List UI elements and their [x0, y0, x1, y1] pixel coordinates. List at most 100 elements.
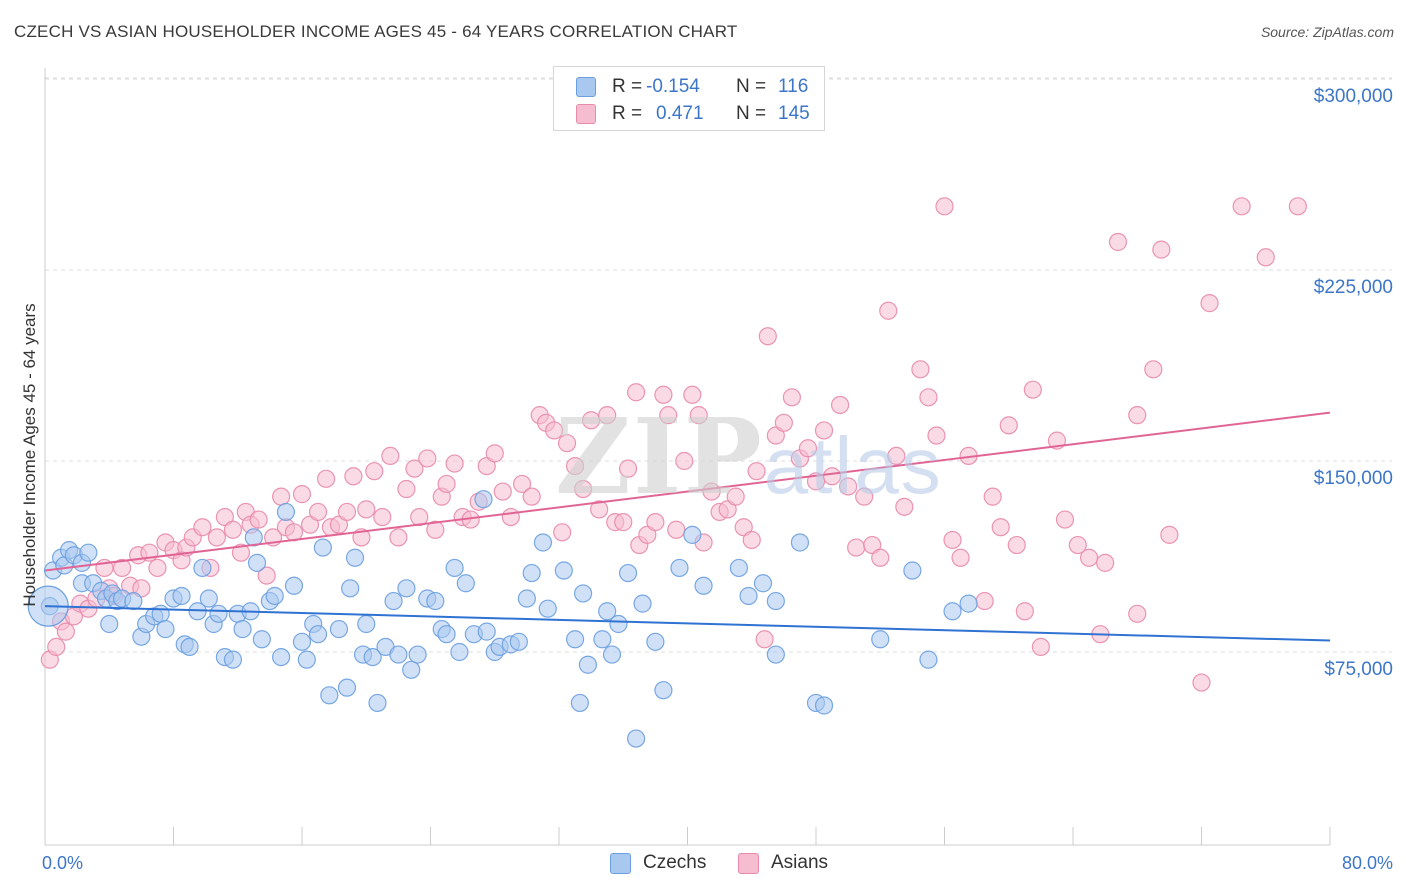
czech-point [223, 650, 243, 669]
y-tick-label-300000: $300,000 [1313, 86, 1393, 107]
asian-point [357, 500, 376, 519]
czech-point [172, 586, 191, 606]
y-tick-label-225000: $225,000 [1313, 277, 1393, 298]
asian-point [887, 446, 906, 466]
asian-point [919, 388, 938, 407]
asian-point [381, 446, 400, 466]
czech-point [402, 660, 421, 679]
legend-item-czechs[interactable]: Czechs [610, 852, 706, 874]
asian-point [590, 500, 609, 519]
asian-point [257, 566, 276, 585]
czech-point [341, 579, 360, 598]
x-tick-label-max: 80.0% [1341, 853, 1393, 873]
asian-point [855, 487, 874, 506]
czech-point [276, 502, 296, 522]
asian-point [405, 459, 424, 478]
asian-point [1031, 637, 1050, 657]
asian-point [308, 502, 328, 522]
czech-point [247, 553, 267, 572]
asian-point [747, 462, 766, 481]
asian-point [654, 385, 673, 404]
asian-point [975, 591, 994, 611]
asian-point [148, 558, 167, 578]
y-tick-label-75000: $75,000 [1324, 659, 1393, 680]
asian-point [999, 416, 1018, 435]
asian-point [389, 528, 408, 547]
czech-point [79, 543, 98, 562]
czech-point [397, 579, 416, 598]
asian-point [112, 558, 132, 578]
asian-point [272, 487, 291, 506]
asian-point [830, 395, 850, 415]
asian-point [1096, 553, 1115, 572]
asian-point [1128, 406, 1147, 425]
czech-point [903, 561, 922, 580]
asian-point [614, 513, 633, 532]
czech-point [729, 558, 749, 578]
czech-point [578, 655, 598, 674]
czech-point [265, 586, 284, 606]
asian-point [557, 434, 577, 453]
asian-point [659, 406, 678, 425]
r-value: 0.471 [656, 103, 704, 124]
asian-point [675, 451, 694, 471]
asian-point [1152, 240, 1171, 259]
czech-point [919, 650, 938, 669]
asian-point [1144, 360, 1163, 379]
trend-lines [44, 411, 1331, 642]
asian-point [782, 388, 802, 407]
czech-point [156, 619, 175, 639]
stats-legend-row-asians: R = 0.471 N = 145 [576, 102, 818, 126]
r-value: -0.154 [646, 76, 700, 97]
n-value: 145 [778, 103, 810, 124]
czech-point [959, 594, 978, 613]
czech-point [456, 574, 475, 593]
czech-point [408, 645, 427, 664]
r-label: R = [612, 76, 643, 97]
asian-point [774, 413, 793, 432]
r-label: R = [612, 103, 643, 124]
asian-point [418, 449, 437, 468]
czech-point [739, 586, 758, 606]
asian-point [943, 530, 962, 550]
czech-point [814, 696, 834, 715]
asian-point [207, 528, 226, 547]
asian-point [437, 474, 456, 494]
asian-swatch [576, 104, 596, 124]
asian-point [1200, 294, 1219, 313]
asian-point [1256, 248, 1275, 267]
czech-point [297, 650, 316, 669]
asian-point [1015, 602, 1034, 621]
czech-point [538, 599, 557, 618]
czech-point [598, 602, 617, 621]
czech-trend-line [44, 605, 1331, 642]
czech-point [533, 533, 553, 552]
czech-point [337, 678, 357, 697]
x-axis [44, 68, 1331, 846]
asian-point [337, 502, 357, 522]
asian-point [47, 637, 66, 657]
czech-point [209, 604, 228, 623]
czech-point [474, 490, 493, 509]
asian-point [871, 548, 890, 567]
czech-point [124, 591, 143, 611]
asian-point [927, 426, 946, 445]
asian-point [365, 462, 384, 481]
asian-point [1160, 525, 1179, 544]
asian-point [879, 301, 898, 320]
gridlines [45, 77, 1392, 653]
asian-point [397, 479, 416, 499]
czech-point [437, 625, 456, 644]
czech-point [573, 584, 593, 603]
czech-points [27, 490, 978, 748]
czech-point [368, 693, 387, 713]
n-label: N = [736, 103, 767, 124]
asian-point [1232, 197, 1251, 216]
legend-item-asians[interactable]: Asians [738, 852, 828, 874]
czech-point [753, 574, 773, 593]
asian-point [683, 385, 702, 404]
asian-point [223, 520, 243, 539]
asian-point [56, 622, 75, 641]
legend-label-czechs: Czechs [643, 852, 707, 873]
czech-swatch [576, 77, 596, 97]
